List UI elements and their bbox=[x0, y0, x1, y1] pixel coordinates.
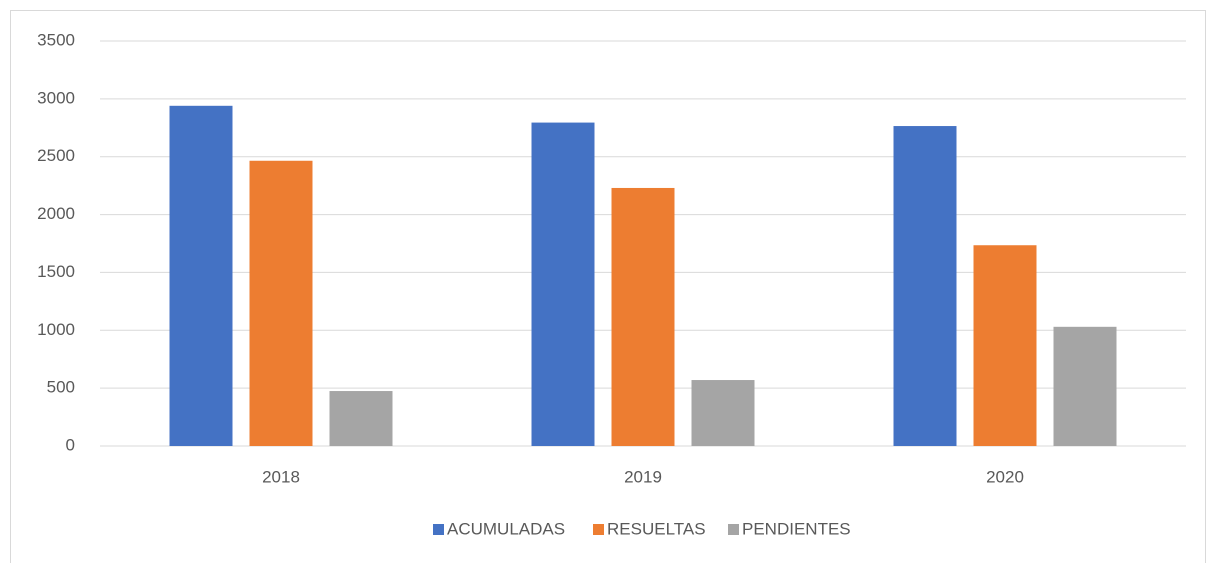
y-tick-label: 3500 bbox=[37, 30, 75, 49]
y-tick-label: 2000 bbox=[37, 204, 75, 223]
y-tick-label: 1000 bbox=[37, 320, 75, 339]
y-tick-label: 1500 bbox=[37, 262, 75, 281]
y-tick-label: 0 bbox=[66, 435, 75, 454]
x-tick-label: 2020 bbox=[986, 467, 1024, 486]
bar bbox=[1053, 326, 1117, 446]
bar bbox=[249, 160, 313, 446]
bar bbox=[531, 122, 595, 446]
y-tick-label: 2500 bbox=[37, 146, 75, 165]
bar bbox=[973, 245, 1037, 446]
y-tick-label: 3000 bbox=[37, 88, 75, 107]
bar bbox=[893, 126, 957, 447]
legend-label: RESUELTAS bbox=[607, 519, 706, 538]
legend-swatch bbox=[728, 524, 739, 535]
bar bbox=[329, 391, 393, 446]
x-tick-label: 2018 bbox=[262, 467, 300, 486]
legend-label: ACUMULADAS bbox=[447, 519, 565, 538]
legend-label: PENDIENTES bbox=[742, 519, 851, 538]
bar bbox=[169, 105, 233, 447]
y-tick-label: 500 bbox=[47, 378, 75, 397]
legend-swatch bbox=[593, 524, 604, 535]
bar bbox=[611, 187, 675, 446]
x-tick-label: 2019 bbox=[624, 467, 662, 486]
bar bbox=[691, 380, 755, 446]
legend-swatch bbox=[433, 524, 444, 535]
